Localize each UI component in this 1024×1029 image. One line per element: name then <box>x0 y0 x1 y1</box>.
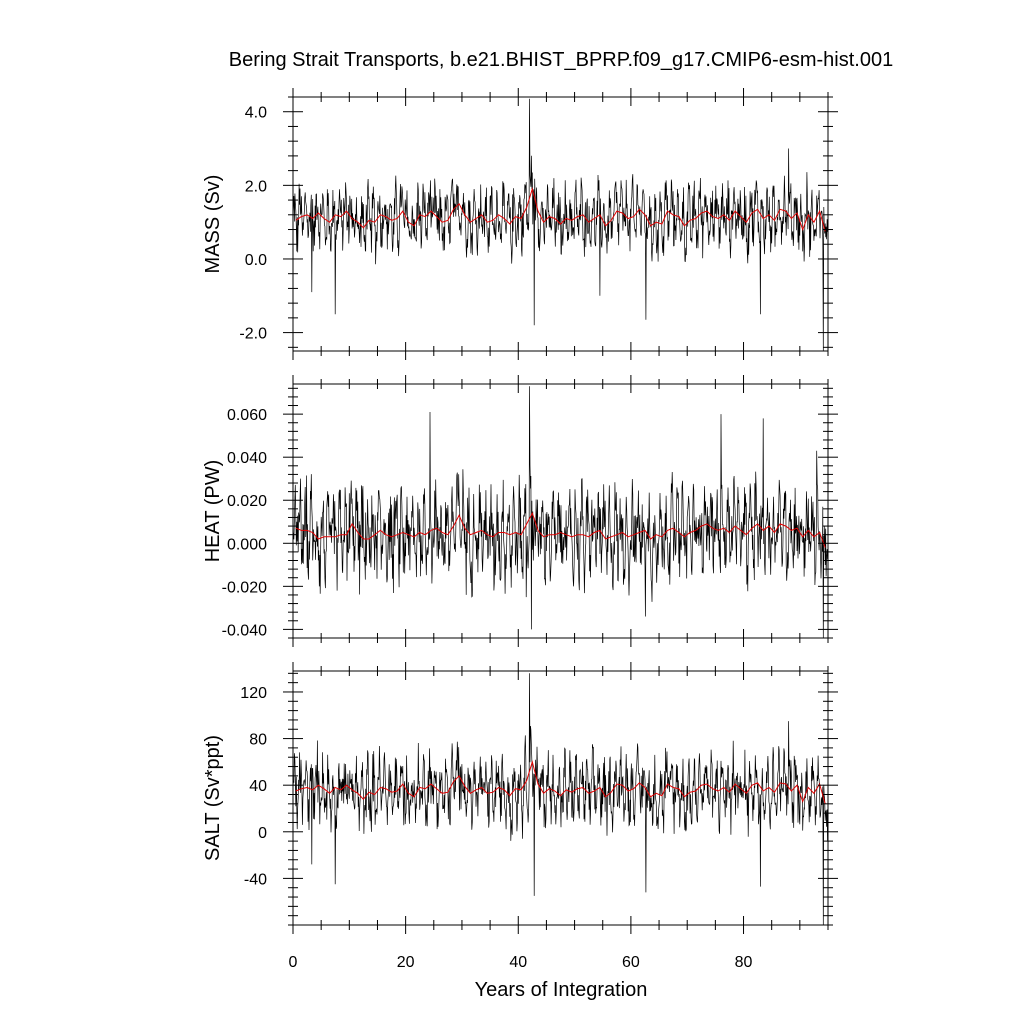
panel-1: 4.0 2.0 0.0 -2.0 MASS (Sv) <box>202 88 838 360</box>
y-axis-title: HEAT (PW) <box>202 460 224 563</box>
y-tick-label: 120 <box>240 685 267 702</box>
y-tick-label: 80 <box>249 732 267 749</box>
y-tick-label: 0.020 <box>227 493 267 510</box>
y-axis-title: MASS (Sv) <box>202 175 224 274</box>
monthly-series-salt <box>293 673 828 925</box>
y-tick-label: 0.060 <box>227 407 267 424</box>
monthly-series-heat <box>293 386 828 638</box>
annual-series-mass <box>295 187 826 232</box>
monthly-series-mass <box>293 98 828 351</box>
plot-frame <box>292 96 829 352</box>
annual-series-salt <box>295 760 826 804</box>
y-tick-label: -2.0 <box>239 326 267 343</box>
annual-series-heat <box>295 511 826 548</box>
y-tick-label: 40 <box>249 778 267 795</box>
panel-2: 0.060 0.040 0.020 0.000 -0.020 -0.040 HEAT (PW… <box>202 375 838 647</box>
y-tick-label: 0 <box>258 825 267 842</box>
plot-frame <box>292 383 829 639</box>
x-tick-label: 60 <box>622 954 640 971</box>
y-tick-label: 4.0 <box>245 105 267 122</box>
y-tick-label: 0.0 <box>245 252 267 269</box>
x-tick-label: 40 <box>509 954 527 971</box>
chart-title: Bering Strait Transports, b.e21.BHIST_BP… <box>229 49 893 71</box>
y-axis-title: SALT (Sv*ppt) <box>202 735 224 861</box>
y-tick-label: 0.000 <box>227 536 267 553</box>
y-tick-label: -0.040 <box>222 622 267 639</box>
plot-frame <box>292 670 829 926</box>
x-tick-label: 20 <box>397 954 415 971</box>
y-tick-label: -0.020 <box>222 579 267 596</box>
x-tick-label: 0 <box>289 954 298 971</box>
y-tick-label: -40 <box>244 871 267 888</box>
x-tick-label: 80 <box>735 954 753 971</box>
y-tick-label: 2.0 <box>245 178 267 195</box>
y-tick-label: 0.040 <box>227 450 267 467</box>
panel-3: 120 80 40 0 -40 SALT (Sv*ppt) <box>202 662 838 934</box>
x-axis-title: Years of Integration <box>475 979 648 1001</box>
